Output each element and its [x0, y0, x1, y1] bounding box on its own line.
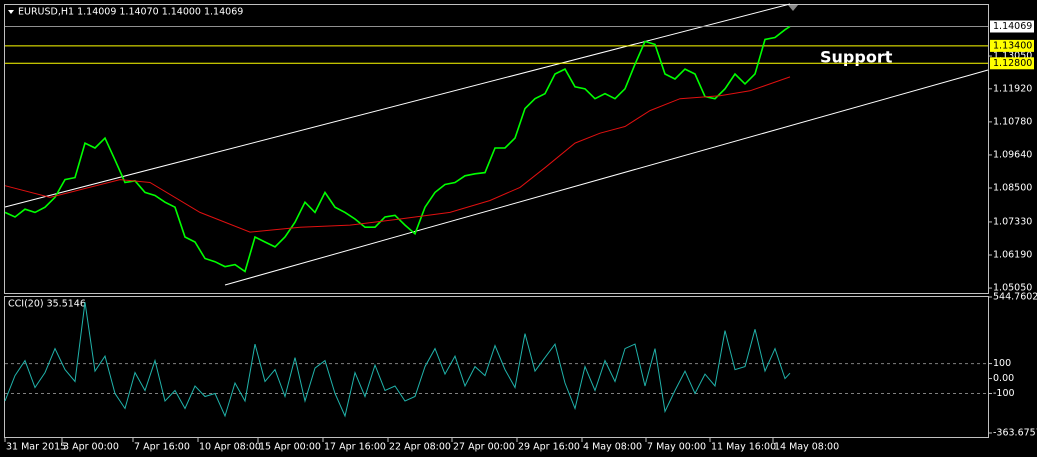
x-tick-label: 7 May 00:00 — [647, 442, 706, 453]
x-tick-label: 11 May 16:00 — [711, 442, 776, 453]
y-tick-label: 1.10780 — [993, 116, 1032, 127]
x-tick-label: 27 Apr 00:00 — [453, 442, 515, 453]
x-tick-label: 22 Apr 08:00 — [389, 442, 451, 453]
cci-title: CCI(20) 35.5146 — [8, 299, 86, 310]
x-tick-label: 15 Apr 00:00 — [259, 442, 321, 453]
x-tick-label: 10 Apr 08:00 — [199, 442, 261, 453]
y-tick-label: 1.07330 — [993, 216, 1032, 227]
x-tick-label: 7 Apr 16:00 — [134, 442, 190, 453]
series-line — [4, 25, 791, 273]
y-tick-label: 544.7602 — [993, 292, 1037, 303]
x-tick-label: 17 Apr 16:00 — [324, 442, 386, 453]
menu-triangle — [8, 10, 14, 14]
y-tick-label: 1.11920 — [993, 83, 1032, 94]
bid-label-box — [990, 20, 1034, 33]
x-tick-label: 31 Mar 2015 — [6, 442, 66, 453]
level-label-box — [990, 39, 1034, 52]
chart-title: EURUSD,H1 1.14009 1.14070 1.14000 1.1406… — [18, 7, 243, 18]
y-tick-label: 0.00 — [993, 373, 1014, 384]
price-panel — [4, 4, 989, 294]
cci-panel — [4, 296, 989, 438]
x-tick-label: 29 Apr 16:00 — [518, 442, 580, 453]
y-tick-label: -100 — [993, 388, 1015, 399]
level-label: 1.13400 — [993, 40, 1032, 51]
bid-label: 1.14069 — [993, 21, 1032, 32]
x-tick-label: 14 May 08:00 — [774, 442, 839, 453]
series-line — [4, 76, 791, 233]
x-tick-label: 3 Apr 00:00 — [63, 442, 119, 453]
y-tick-label: 1.13050 — [993, 51, 1032, 62]
channel-lower — [224, 69, 989, 286]
y-tick-label: 1.09640 — [993, 149, 1032, 160]
y-tick-label: -363.6757 — [993, 428, 1037, 439]
x-tick-label: 4 May 08:00 — [583, 442, 642, 453]
y-tick-label: 100 — [993, 358, 1011, 369]
y-tick-label: 1.06190 — [993, 250, 1032, 261]
y-tick-label: 1.05050 — [993, 283, 1032, 294]
level-label-box — [990, 57, 1034, 70]
shift-marker — [788, 5, 798, 11]
series-line — [4, 302, 791, 418]
y-tick-label: 1.08500 — [993, 183, 1032, 194]
channel-upper — [4, 3, 791, 208]
annotation: Support — [820, 48, 893, 67]
level-label: 1.12800 — [993, 58, 1032, 69]
